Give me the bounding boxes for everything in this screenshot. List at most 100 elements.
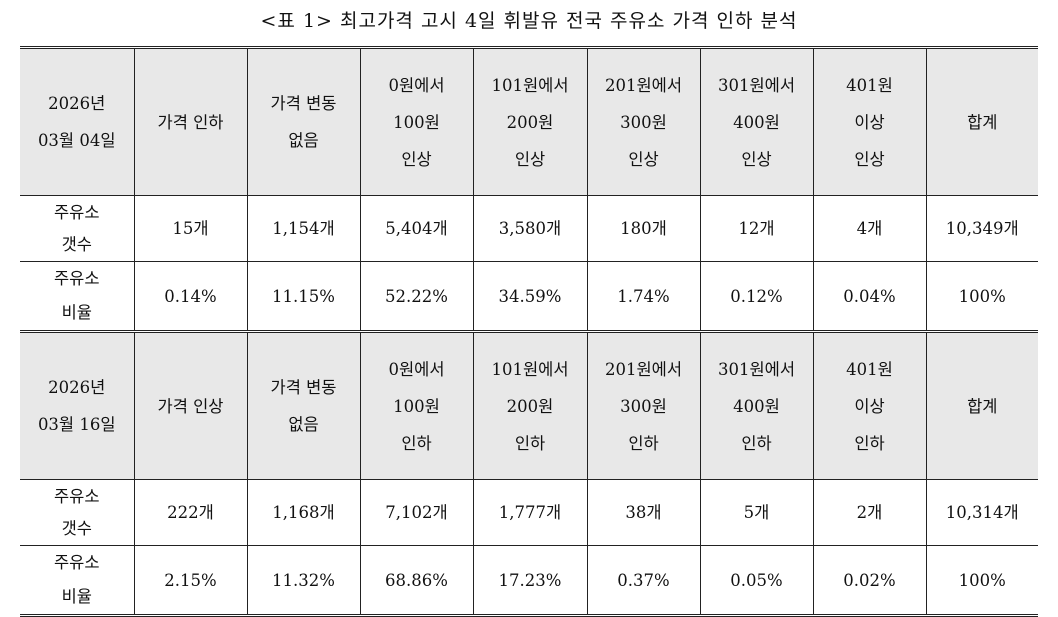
column-header-line: 0원에서 <box>388 75 445 95</box>
column-header: 101원에서 200원 인하 <box>472 330 587 480</box>
ratio-cell: 0.04% <box>812 261 926 332</box>
count-cell: 10,349개 <box>925 195 1038 262</box>
row-label-line: 갯수 <box>61 234 92 254</box>
count-cell: 180개 <box>586 195 700 262</box>
ratio-cell: 34.59% <box>472 261 587 332</box>
column-header: 가격 인상 <box>133 330 247 480</box>
ratio-cell: 0.12% <box>699 261 813 332</box>
count-cell: 1,154개 <box>246 195 360 262</box>
column-header-line: 가격 변동 <box>270 94 337 113</box>
column-header-line: 없음 <box>288 131 319 150</box>
ratio-row: 주유소 비율 0.14% 11.15% 52.22% 34.59% 1.74% 0.12% 0.… <box>20 261 1038 332</box>
count-cell: 15개 <box>133 195 247 262</box>
row-label-line: 갯수 <box>61 518 92 538</box>
count-cell: 5,404개 <box>359 195 473 262</box>
count-cell: 38개 <box>586 479 700 546</box>
count-cell: 4개 <box>812 195 926 262</box>
date-line: 03월 16일 <box>37 415 116 434</box>
count-cell: 1,168개 <box>246 479 360 546</box>
column-header-line: 401원 <box>846 359 893 379</box>
ratio-cell: 2.15% <box>133 545 247 617</box>
ratio-cell: 0.02% <box>812 545 926 617</box>
column-header-line: 0원에서 <box>388 359 445 379</box>
column-header-line: 이상 <box>854 112 885 132</box>
column-header-line: 300원 <box>620 396 667 416</box>
column-header: 합계 <box>925 46 1038 196</box>
column-header-line: 400원 <box>733 396 780 416</box>
column-header-line: 200원 <box>506 396 554 416</box>
column-header-line: 인하 <box>401 433 432 453</box>
column-header-line: 없음 <box>288 415 319 434</box>
column-header-line: 가격 인하 <box>157 112 224 132</box>
column-header-line: 인상 <box>628 149 659 169</box>
ratio-cell: 11.15% <box>246 261 360 332</box>
ratio-cell: 68.86% <box>359 545 473 617</box>
column-header-line: 인상 <box>401 149 432 169</box>
ratio-cell: 52.22% <box>359 261 473 332</box>
column-header-line: 이상 <box>854 396 885 416</box>
gas-station-price-table: 2026년 03월 04일 가격 인하 가격 변동 없음 0원에서 100원 인상 101원에서… <box>20 46 1038 617</box>
column-header: 가격 인하 <box>133 46 247 196</box>
column-header-line: 300원 <box>620 112 667 132</box>
column-header-line: 인하 <box>514 433 546 453</box>
row-label-line: 주유소 <box>53 486 100 506</box>
count-cell: 3,580개 <box>472 195 587 262</box>
column-header-line: 인하 <box>854 433 885 453</box>
row-label-line: 주유소 <box>53 269 100 288</box>
date-line: 03월 04일 <box>37 131 116 150</box>
column-header-line: 인상 <box>854 149 885 169</box>
count-cell: 222개 <box>133 479 247 546</box>
column-header-line: 201원에서 <box>604 359 683 379</box>
count-cell: 10,314개 <box>925 479 1038 546</box>
column-header-line: 201원에서 <box>604 75 683 95</box>
ratio-cell: 11.32% <box>246 545 360 617</box>
date-line: 2026년 <box>48 378 106 397</box>
ratio-cell: 0.05% <box>699 545 813 617</box>
column-header-line: 가격 변동 <box>270 378 337 397</box>
count-cell: 5개 <box>699 479 813 546</box>
column-header-line: 400원 <box>733 112 780 132</box>
column-header: 301원에서 400원 인하 <box>699 330 813 480</box>
column-header-line: 100원 <box>393 396 440 416</box>
count-cell: 1,777개 <box>472 479 587 546</box>
date-cell: 2026년 03월 16일 <box>20 330 134 480</box>
row-label-line: 비율 <box>61 303 92 322</box>
section-header-row: 2026년 03월 04일 가격 인하 가격 변동 없음 0원에서 100원 인상 101원에서… <box>20 46 1038 196</box>
column-header-line: 301원에서 <box>717 359 796 379</box>
ratio-cell: 17.23% <box>472 545 587 617</box>
row-label-line: 주유소 <box>53 553 100 572</box>
ratio-cell: 0.37% <box>586 545 700 617</box>
ratio-row: 주유소 비율 2.15% 11.32% 68.86% 17.23% 0.37% 0.05% 0.… <box>20 545 1038 617</box>
column-header-line: 인하 <box>628 433 659 453</box>
column-header-line: 101원에서 <box>491 75 569 95</box>
section-header-row: 2026년 03월 16일 가격 인상 가격 변동 없음 0원에서 100원 인하 101원에서… <box>20 330 1038 480</box>
column-header-line: 가격 인상 <box>157 396 224 416</box>
ratio-cell: 1.74% <box>586 261 700 332</box>
ratio-cell: 100% <box>925 545 1038 617</box>
column-header-line: 100원 <box>393 112 440 132</box>
column-header-line: 인상 <box>514 149 546 169</box>
column-header-line: 301원에서 <box>717 75 796 95</box>
column-header-line: 401원 <box>846 75 893 95</box>
count-cell: 2개 <box>812 479 926 546</box>
column-header: 합계 <box>925 330 1038 480</box>
column-header-line: 인상 <box>741 149 772 169</box>
row-label-line: 비율 <box>61 587 92 606</box>
column-header-line: 합계 <box>967 396 998 416</box>
row-label: 주유소 갯수 <box>20 195 134 262</box>
count-row: 주유소 갯수 222개 1,168개 7,102개 1,777개 38개 5개 2개 10,314… <box>20 479 1038 546</box>
column-header-line: 200원 <box>506 112 554 132</box>
